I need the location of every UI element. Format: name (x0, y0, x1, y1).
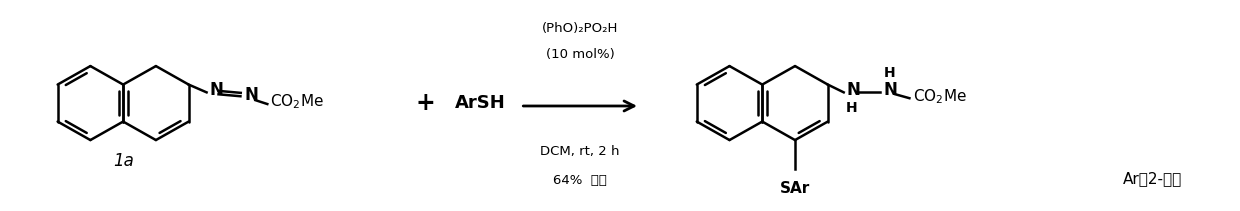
Text: DCM, rt, 2 h: DCM, rt, 2 h (541, 145, 620, 158)
Text: N: N (244, 86, 258, 104)
Text: H: H (884, 66, 895, 80)
Text: +: + (415, 91, 435, 115)
Text: (10 mol%): (10 mol%) (546, 48, 615, 61)
Text: ArSH: ArSH (455, 94, 506, 112)
Text: SAr: SAr (780, 181, 810, 196)
Text: N: N (884, 81, 898, 99)
Text: CO$_2$Me: CO$_2$Me (270, 93, 324, 111)
Text: Ar为2-萄基: Ar为2-萄基 (1123, 172, 1182, 187)
Text: CO$_2$Me: CO$_2$Me (914, 87, 967, 106)
Text: H: H (846, 101, 858, 115)
Text: N: N (847, 81, 861, 99)
Text: 1a: 1a (113, 153, 134, 170)
Text: N: N (210, 81, 223, 99)
Text: (PhO)₂PO₂H: (PhO)₂PO₂H (542, 22, 619, 35)
Text: 64%  收率: 64% 收率 (553, 174, 608, 187)
